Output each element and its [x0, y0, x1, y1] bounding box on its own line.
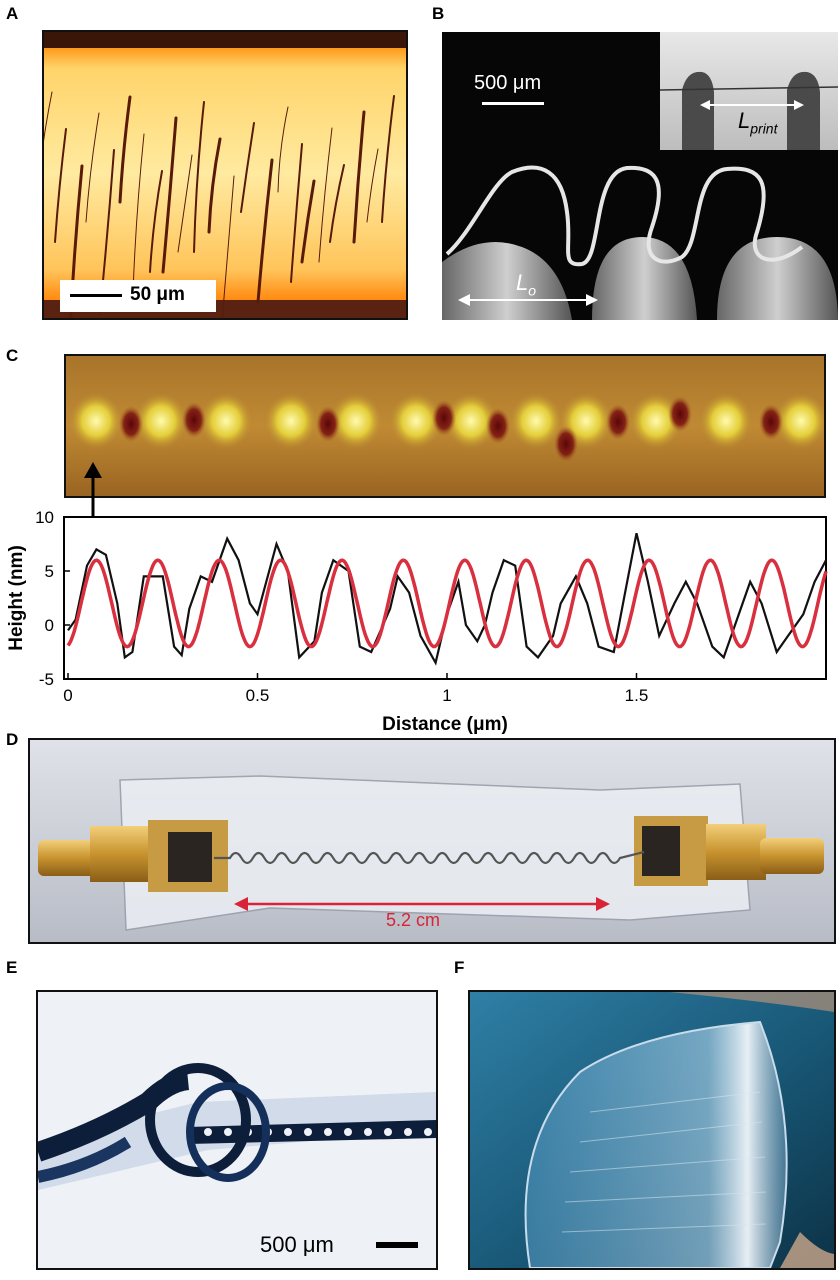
fiber-hole: [224, 1128, 232, 1136]
panel-f-image: [468, 990, 836, 1270]
x-tick-label: 0.5: [246, 686, 270, 705]
printed-wire-image: [442, 32, 838, 320]
fiber-stripe: [318, 127, 333, 263]
fiber-stripe: [177, 154, 193, 253]
panel-label-d: D: [6, 730, 19, 749]
flexible-film-image: [470, 992, 834, 1268]
y-axis-label: Height (nm): [6, 545, 27, 651]
lo-label: Lo: [516, 270, 536, 298]
fiber-stripe: [300, 179, 316, 264]
fiber-hole: [364, 1128, 372, 1136]
fiber-hole: [284, 1128, 292, 1136]
fiber-stripe: [85, 112, 100, 223]
fiber-hole: [204, 1128, 212, 1136]
afm-high-spot: [263, 391, 319, 451]
afm-low-spot: [554, 426, 578, 462]
fiber-stripe: [277, 106, 289, 193]
afm-low-spot: [486, 408, 510, 444]
fiber-hole: [404, 1128, 412, 1136]
afm-high-spot: [68, 391, 124, 451]
panel-label-e: E: [6, 958, 18, 977]
fiber-hole: [384, 1128, 392, 1136]
lo-sub: o: [528, 282, 537, 299]
y-tick-label: 5: [45, 562, 54, 581]
afm-low-spot: [316, 406, 340, 442]
afm-high-spot: [198, 391, 254, 451]
fiber-hole: [424, 1128, 432, 1136]
fiber-stripe: [161, 116, 178, 274]
panel-label-a: A: [6, 4, 19, 23]
fiber-stripe: [193, 101, 205, 253]
y-tick-label: -5: [39, 670, 54, 689]
fiber-stripe: [366, 148, 379, 223]
afm-high-spot: [508, 391, 564, 451]
y-tick-label: 10: [35, 508, 54, 527]
afm-high-spot: [133, 391, 189, 451]
afm-high-spot: [698, 391, 754, 451]
fiber-stripe: [44, 91, 53, 142]
fiber-stripe: [118, 95, 132, 204]
afm-low-spot: [119, 406, 143, 442]
scale-label-b: 500 μm: [474, 72, 542, 94]
fiber-stripe: [132, 133, 145, 293]
lprint-main: L: [738, 108, 751, 133]
panel-label-f: F: [454, 958, 465, 977]
fiber-stripe: [207, 137, 222, 234]
afm-low-spot: [759, 404, 783, 440]
lprint-label: Lprint: [738, 108, 777, 136]
fiber-stripe: [221, 175, 235, 318]
fiber-hole: [304, 1128, 312, 1136]
afm-high-spot: [443, 391, 499, 451]
panel-d-image: 5.2 cm: [28, 738, 836, 944]
x-tick-label: 0: [63, 686, 72, 705]
fiber-stripe: [352, 110, 366, 244]
x-tick-label: 1.5: [625, 686, 649, 705]
fiber-hole: [324, 1128, 332, 1136]
panel-e-image: 500 μm: [36, 990, 438, 1270]
afm-high-spot: [773, 391, 824, 451]
afm-high-spot: [328, 391, 384, 451]
lo-main: L: [516, 270, 529, 295]
fiber-stripe: [69, 164, 84, 318]
fiber-stripe: [240, 122, 255, 213]
afm-high-spot: [388, 391, 444, 451]
x-tick-label: 1: [442, 686, 451, 705]
y-tick-label: 0: [45, 616, 54, 635]
fiber-stripe: [329, 164, 345, 243]
afm-low-spot: [182, 402, 206, 438]
plot-frame: [63, 516, 827, 680]
fiber-hole: [344, 1128, 352, 1136]
afm-low-spot: [668, 396, 692, 432]
panel-b-image: 500 μm Lprint Lo: [442, 32, 838, 320]
scale-bar-a: [70, 294, 122, 297]
fiber-stripe: [256, 158, 274, 304]
length-label-d: 5.2 cm: [386, 910, 441, 930]
scale-label-a: 50 μm: [130, 284, 185, 305]
afm-map-image: [66, 356, 824, 496]
afm-low-spot: [606, 404, 630, 440]
panel-c-afm-image: [64, 354, 826, 498]
fiber-stripe: [381, 95, 395, 223]
series-fit-line: [66, 558, 828, 649]
panel-a-image: 50 μm: [42, 30, 408, 320]
fiber-stripe: [149, 170, 163, 273]
afm-low-spot: [432, 400, 456, 436]
panel-label-b: B: [432, 4, 445, 23]
stretchable-device-image: [30, 740, 834, 942]
lprint-sub: print: [750, 120, 778, 137]
scale-label-e: 500 μm: [260, 1232, 334, 1257]
height-profile-chart: -5 0 5 10 0 0.5 1 1.5 Distance (μm) Height (nm…: [6, 508, 828, 735]
panel-label-c: C: [6, 346, 19, 365]
fiber-stripe: [290, 143, 303, 283]
knotted-fiber-image: [38, 992, 436, 1268]
x-axis-label: Distance (μm): [382, 714, 508, 735]
fiber-stripe: [54, 128, 67, 243]
fiber-stripes-image: [44, 32, 406, 318]
